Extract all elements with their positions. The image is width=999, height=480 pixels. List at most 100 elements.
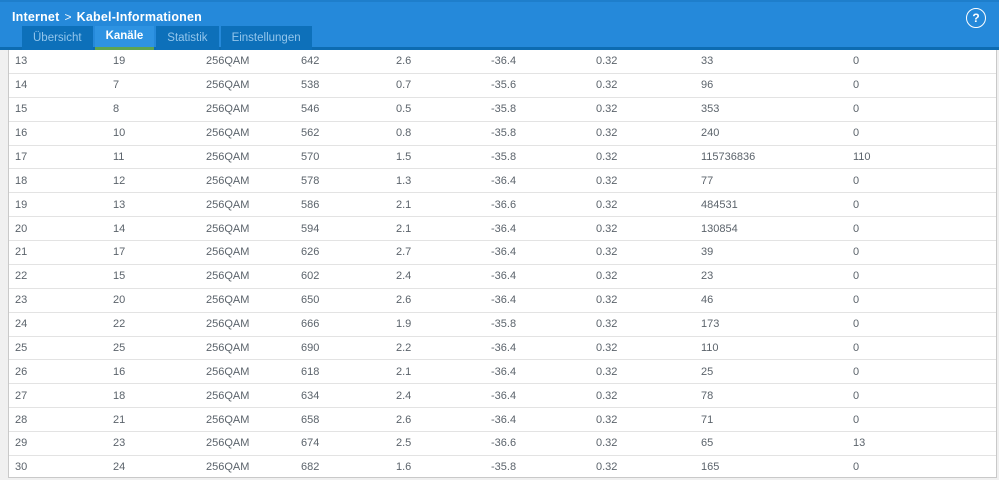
table-cell: 13: [15, 55, 28, 68]
table-cell: 570: [301, 150, 320, 163]
table-cell: -36.6: [491, 437, 517, 450]
table-cell: -36.4: [491, 413, 517, 426]
table-cell: 666: [301, 318, 320, 331]
table-cell: 0.32: [596, 413, 618, 426]
tab-kan-le[interactable]: Kanäle: [94, 26, 155, 50]
table-cell: 674: [301, 437, 320, 450]
table-cell: -36.4: [491, 55, 517, 68]
table-row: 28 21 256QAM 658 2.6 -36.4 0.32 71 0: [9, 408, 996, 432]
table-cell: 78: [701, 389, 714, 402]
table-cell: 484531: [701, 198, 738, 211]
table-cell: 130854: [701, 222, 738, 235]
table-cell: 256QAM: [206, 294, 250, 307]
table-cell: 682: [301, 461, 320, 474]
table-cell: 256QAM: [206, 127, 250, 140]
help-icon[interactable]: ?: [966, 8, 986, 28]
table-cell: 25: [15, 341, 28, 354]
table-cell: 17: [15, 150, 28, 163]
table-cell: 11: [113, 150, 125, 163]
table-cell: 256QAM: [206, 174, 250, 187]
table-cell: 240: [701, 127, 720, 140]
table-cell: 46: [701, 294, 714, 307]
table-cell: 0.32: [596, 150, 618, 163]
table-cell: 15: [15, 103, 28, 116]
table-cell: 0.32: [596, 174, 618, 187]
table-cell: 256QAM: [206, 222, 250, 235]
table-cell: 0.32: [596, 365, 618, 378]
breadcrumb-page-title: Kabel-Informationen: [76, 10, 202, 24]
table-cell: -35.8: [491, 127, 517, 140]
table-cell: 0: [853, 294, 860, 307]
table-cell: 22: [113, 318, 126, 331]
table-cell: 0: [853, 270, 860, 283]
table-cell: 12: [113, 174, 126, 187]
breadcrumb: Internet > Kabel-Informationen: [12, 10, 202, 24]
table-row: 13 19 256QAM 642 2.6 -36.4 0.32 33 0: [9, 50, 996, 74]
table-cell: 0: [853, 461, 860, 474]
table-cell: 23: [15, 294, 28, 307]
breadcrumb-separator-icon: >: [64, 10, 72, 24]
table-cell: 13: [853, 437, 866, 450]
table-cell: 0: [853, 246, 860, 259]
table-cell: 0: [853, 79, 860, 92]
table-cell: 21: [113, 413, 126, 426]
table-cell: 2.6: [396, 294, 412, 307]
table-row: 30 24 256QAM 682 1.6 -35.8 0.32 165 0: [9, 456, 996, 477]
table-cell: 25: [113, 341, 126, 354]
table-cell: 0.32: [596, 103, 618, 116]
table-cell: 0.32: [596, 246, 618, 259]
tab--bersicht[interactable]: Übersicht: [22, 26, 93, 50]
table-cell: 256QAM: [206, 198, 250, 211]
tab-statistik[interactable]: Statistik: [156, 26, 219, 50]
table-cell: 0.32: [596, 294, 618, 307]
table-cell: 65: [701, 437, 714, 450]
table-cell: 15: [113, 270, 126, 283]
table-cell: 658: [301, 413, 320, 426]
table-row: 29 23 256QAM 674 2.5 -36.6 0.32 65 13: [9, 432, 996, 456]
table-cell: 0: [853, 413, 860, 426]
table-cell: 0: [853, 55, 860, 68]
table-row: 15 8 256QAM 546 0.5 -35.8 0.32 353 0: [9, 98, 996, 122]
table-cell: 23: [113, 437, 126, 450]
tab-bar: Übersicht Kanäle Statistik Einstellungen: [22, 26, 312, 50]
table-cell: 353: [701, 103, 720, 116]
table-cell: 30: [15, 461, 28, 474]
table-cell: 256QAM: [206, 270, 250, 283]
breadcrumb-section[interactable]: Internet: [12, 10, 60, 24]
table-row: 24 22 256QAM 666 1.9 -35.8 0.32 173 0: [9, 313, 996, 337]
table-cell: 1.9: [396, 318, 412, 331]
table-cell: 256QAM: [206, 461, 250, 474]
table-cell: 0.32: [596, 55, 618, 68]
table-cell: 0.32: [596, 461, 618, 474]
table-cell: 0.32: [596, 389, 618, 402]
table-cell: 2.1: [396, 365, 412, 378]
table-cell: 25: [701, 365, 714, 378]
table-cell: 0: [853, 174, 860, 187]
table-cell: 165: [701, 461, 720, 474]
table-cell: 14: [113, 222, 126, 235]
table-cell: 618: [301, 365, 320, 378]
table-row: 22 15 256QAM 602 2.4 -36.4 0.32 23 0: [9, 265, 996, 289]
header: Internet > Kabel-Informationen ? Übersic…: [0, 0, 999, 50]
table-cell: 0: [853, 222, 860, 235]
table-cell: 256QAM: [206, 365, 250, 378]
table-cell: 2.4: [396, 270, 412, 283]
table-cell: 1.6: [396, 461, 412, 474]
table-cell: 546: [301, 103, 320, 116]
table-cell: 1.3: [396, 174, 412, 187]
table-cell: 21: [15, 246, 28, 259]
table-cell: 594: [301, 222, 320, 235]
table-cell: 256QAM: [206, 55, 250, 68]
table-cell: 18: [113, 389, 126, 402]
table-cell: 14: [15, 79, 28, 92]
tab-einstellungen[interactable]: Einstellungen: [220, 26, 312, 50]
table-cell: -35.8: [491, 103, 517, 116]
table-cell: -35.8: [491, 318, 517, 331]
table-row: 25 25 256QAM 690 2.2 -36.4 0.32 110 0: [9, 337, 996, 361]
table-cell: 13: [113, 198, 126, 211]
table-cell: 23: [701, 270, 714, 283]
table-cell: -36.4: [491, 389, 517, 402]
table-cell: 110: [853, 150, 871, 163]
table-cell: 256QAM: [206, 79, 250, 92]
table-cell: 256QAM: [206, 318, 250, 331]
